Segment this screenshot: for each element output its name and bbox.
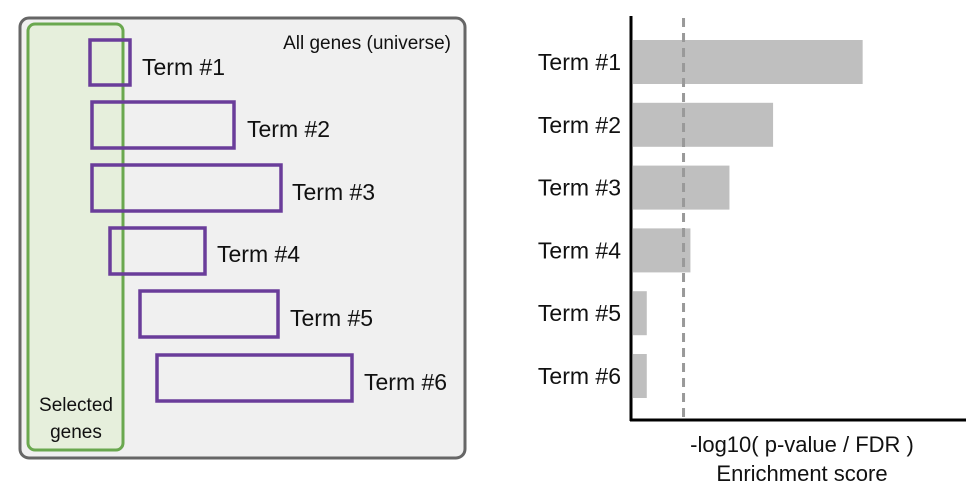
term-box-3 [90, 163, 283, 213]
selected-label-line1: Selected [39, 395, 113, 416]
category-label-1: Term #1 [538, 49, 621, 75]
selected-genes-box [26, 22, 125, 452]
category-label-4: Term #4 [538, 237, 621, 263]
term-box-2 [90, 100, 236, 150]
category-label-5: Term #5 [538, 300, 621, 326]
selected-label-line2: genes [50, 422, 102, 443]
x-axis-label-line2: Enrichment score [716, 461, 887, 486]
term-boxes: Term #1 Term #2 Term #3 Term #4 Term #5 … [88, 38, 447, 403]
universe-box [18, 16, 467, 460]
term-label-6: Term #6 [364, 369, 447, 395]
term-label-2: Term #2 [247, 116, 330, 142]
gene-set-diagram: All genes (universe) Selected genes Term… [18, 16, 467, 460]
term-label-5: Term #5 [290, 305, 373, 331]
term-box-6 [155, 353, 354, 403]
category-label-6: Term #6 [538, 363, 621, 389]
category-labels: Term #1 Term #2 Term #3 Term #4 Term #5 Term … [538, 49, 621, 389]
term-label-1: Term #1 [142, 54, 225, 80]
term-label-3: Term #3 [292, 179, 375, 205]
term-box-5 [138, 289, 280, 339]
bar-group [633, 40, 863, 398]
bar-4 [633, 228, 691, 273]
category-label-2: Term #2 [538, 112, 621, 138]
bar-1 [633, 40, 863, 84]
term-box-4 [108, 226, 207, 276]
bar-3 [633, 165, 730, 210]
term-label-4: Term #4 [217, 241, 300, 267]
term-box-1 [88, 38, 132, 87]
bar-2 [633, 102, 774, 147]
enrichment-chart: Term #1 Term #2 Term #3 Term #4 Term #5 Term … [538, 16, 966, 486]
bar-6 [633, 354, 647, 398]
x-axis-label-line1: -log10( p-value / FDR ) [690, 432, 914, 457]
bar-5 [633, 291, 647, 336]
universe-label: All genes (universe) [283, 33, 451, 54]
category-label-3: Term #3 [538, 175, 621, 201]
